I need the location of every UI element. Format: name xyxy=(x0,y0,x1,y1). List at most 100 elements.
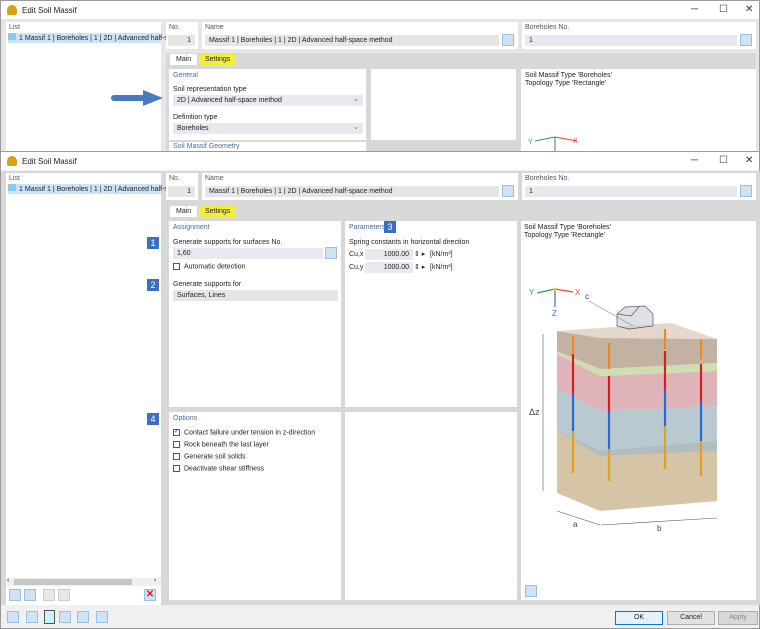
boreholes xyxy=(571,329,703,481)
name-panel: Name Massif 1 | Boreholes | 1 | 2D | Adva… xyxy=(202,22,518,49)
cux-label: Cu,x xyxy=(349,251,364,258)
svg-text:Y: Y xyxy=(528,139,533,146)
list-item[interactable]: 1 Massif 1 | Boreholes | 1 | 2D | Advanc… xyxy=(8,184,176,194)
contact-failure-checkbox[interactable]: ✓ Contact failure under tension in z-dire… xyxy=(173,429,315,436)
name-panel: Name Massif 1 | Boreholes | 1 | 2D | Adva… xyxy=(202,173,518,200)
cuy-input[interactable]: 1000.00 xyxy=(365,262,413,273)
edit-name-icon[interactable] xyxy=(502,34,514,46)
tab-settings[interactable]: Settings xyxy=(199,206,237,217)
auto-detect-checkbox[interactable]: Automatic detection xyxy=(173,263,245,270)
checkbox[interactable] xyxy=(173,465,180,472)
supports-for-field: Surfaces, Lines xyxy=(173,290,338,301)
tab-settings[interactable]: Settings xyxy=(199,54,237,65)
badge-1: 1 xyxy=(147,237,159,249)
display-icon[interactable] xyxy=(59,611,71,623)
badge-3: 3 xyxy=(384,221,396,233)
auto-detect-label: Automatic detection xyxy=(184,263,246,271)
ok-button[interactable]: OK xyxy=(615,611,663,625)
new-item-icon[interactable] xyxy=(9,589,21,601)
edit-name-icon[interactable] xyxy=(502,185,514,197)
layer-top xyxy=(557,331,717,369)
name-field[interactable]: Massif 1 | Boreholes | 1 | 2D | Advanced… xyxy=(205,186,499,197)
checkbox[interactable] xyxy=(173,453,180,460)
soil-solids-checkbox[interactable]: Generate soil solids xyxy=(173,453,245,460)
label-a: a xyxy=(573,520,578,529)
color-icon[interactable] xyxy=(44,610,55,624)
options-box: Options ✓ Contact failure under tension i… xyxy=(169,412,341,600)
help-icon[interactable] xyxy=(77,611,89,623)
scroll-right-icon[interactable]: › xyxy=(154,577,157,584)
view-settings-icon[interactable] xyxy=(525,585,537,597)
spinner-icon[interactable]: ⇕ ▸ xyxy=(414,264,426,271)
layer-green xyxy=(557,351,717,376)
assignment-header: Assignment xyxy=(173,224,210,231)
uncheck-icon[interactable] xyxy=(58,589,70,601)
minimize-button[interactable]: ─ xyxy=(691,4,699,15)
tab-main[interactable]: Main xyxy=(170,206,198,217)
badge-4: 4 xyxy=(147,413,159,425)
function-icon[interactable] xyxy=(96,611,108,623)
spinner-icon[interactable]: ⇕ ▸ xyxy=(414,251,426,258)
axis-z-label: Z xyxy=(552,309,557,318)
checkbox-checked[interactable]: ✓ xyxy=(173,429,180,436)
window-title: Edit Soil Massif xyxy=(22,156,77,166)
list-header: List xyxy=(9,24,20,31)
list-item[interactable]: 1 Massif 1 | Boreholes | 1 | 2D | Advanc… xyxy=(8,33,176,43)
cuy-unit: [kN/m³] xyxy=(430,264,453,271)
app-icon xyxy=(7,5,17,15)
boreholes-field[interactable]: 1 xyxy=(525,35,737,46)
axis-x-label: X xyxy=(575,288,581,297)
layer-red xyxy=(557,354,717,411)
select-surfaces-icon[interactable] xyxy=(325,247,337,259)
surfaces-input[interactable]: 1,60 xyxy=(173,248,323,259)
list-panel: List 1 Massif 1 | Boreholes | 1 | 2D | A… xyxy=(6,22,176,152)
item-no: 1 xyxy=(19,35,23,42)
search-icon[interactable] xyxy=(7,611,19,623)
pick-icon[interactable] xyxy=(740,185,752,197)
label-c: c xyxy=(585,292,589,301)
checkbox[interactable] xyxy=(173,263,180,270)
cux-input[interactable]: 1000.00 xyxy=(365,249,413,260)
item-no: 1 xyxy=(19,186,23,193)
close-button[interactable]: ✕ xyxy=(745,4,754,15)
rock-beneath-checkbox[interactable]: Rock beneath the last layer xyxy=(173,441,269,448)
item-label: Massif 1 | Boreholes | 1 | 2D | Advanced… xyxy=(24,35,176,42)
cancel-button[interactable]: Cancel xyxy=(667,611,715,625)
list-panel: List 1 Massif 1 | Boreholes | 1 | 2D | A… xyxy=(6,173,176,605)
checkbox[interactable] xyxy=(173,441,180,448)
maximize-button[interactable]: ☐ xyxy=(719,4,728,15)
no-field: 1 xyxy=(168,35,195,46)
geometry-header: Soil Massif Geometry xyxy=(173,143,240,150)
apply-button[interactable]: Apply xyxy=(718,611,758,625)
title-bar: Edit Soil Massif ─ ☐ ✕ xyxy=(1,152,759,170)
close-button[interactable]: ✕ xyxy=(745,155,754,166)
delete-icon[interactable]: ✕ xyxy=(144,589,156,601)
label-b: b xyxy=(657,524,662,533)
axis-icon: X Y Z xyxy=(529,287,581,318)
option-label: Generate soil solids xyxy=(184,453,246,461)
option-label: Rock beneath the last layer xyxy=(184,441,269,449)
copy-item-icon[interactable] xyxy=(24,589,36,601)
shear-stiffness-checkbox[interactable]: Deactivate shear stiffness xyxy=(173,465,264,472)
scroll-left-icon[interactable]: ‹ xyxy=(7,577,10,584)
dialog: Edit Soil Massif ─ ☐ ✕ List 1 Massif 1 | B… xyxy=(0,151,760,629)
svg-text:X: X xyxy=(573,138,578,145)
no-header: No. xyxy=(169,24,180,31)
massif-icon xyxy=(8,33,16,40)
supports-for-label: Generate supports for xyxy=(173,281,242,288)
boreholes-field[interactable]: 1 xyxy=(525,186,737,197)
name-field[interactable]: Massif 1 | Boreholes | 1 | 2D | Advanced… xyxy=(205,35,499,46)
app-icon xyxy=(7,156,17,166)
def-type-select[interactable]: Boreholes ⌄ xyxy=(173,123,363,134)
tab-main[interactable]: Main xyxy=(170,54,198,65)
horizontal-scrollbar[interactable]: ‹ › xyxy=(6,577,161,586)
parameters-box: Parameters Spring constants in horizonta… xyxy=(345,221,517,407)
check-icon[interactable] xyxy=(43,589,55,601)
maximize-button[interactable]: ☐ xyxy=(719,155,728,166)
axis-y-label: Y xyxy=(529,288,535,297)
pick-icon[interactable] xyxy=(740,34,752,46)
units-icon[interactable] xyxy=(26,611,38,623)
minimize-button[interactable]: ─ xyxy=(691,155,699,166)
soil-rep-select[interactable]: 2D | Advanced half-space method ⌄ xyxy=(173,95,363,106)
scrollbar-thumb[interactable] xyxy=(14,579,132,585)
